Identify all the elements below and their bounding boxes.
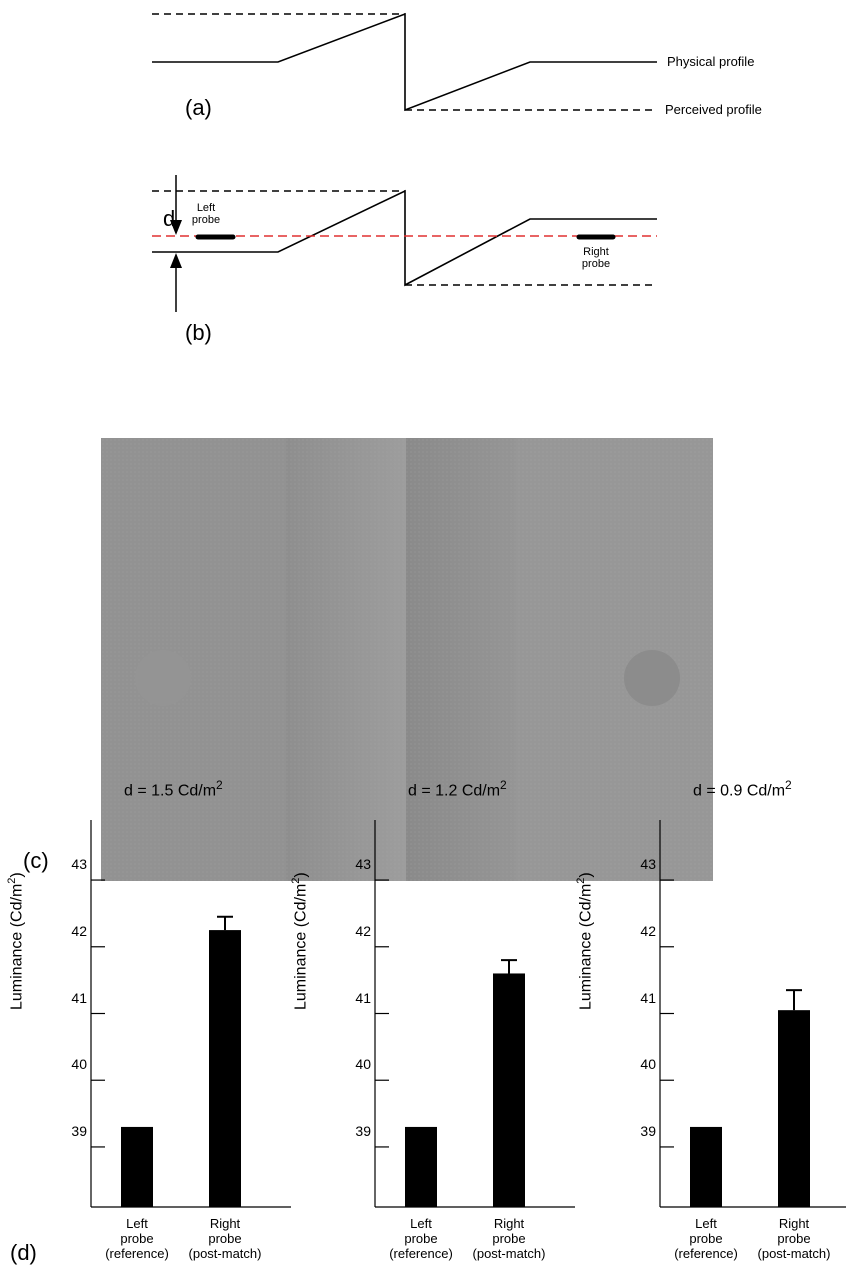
bar — [778, 1010, 810, 1207]
y-tick-label: 43 — [71, 856, 87, 873]
chart-title: d = 1.5 Cd/m2 — [124, 778, 223, 800]
y-tick-label: 42 — [640, 922, 656, 939]
chart-ylabel: Luminance (Cd/m2) — [6, 872, 26, 1010]
left-probe-label-line2: probe — [191, 214, 221, 226]
chart-ylabel-text: Luminance (Cd/m — [8, 883, 26, 1010]
chart-title: d = 1.2 Cd/m2 — [408, 778, 507, 800]
y-tick-label: 39 — [355, 1122, 371, 1139]
y-tick-label: 40 — [355, 1056, 371, 1073]
legend-perceived: Perceived profile — [665, 102, 762, 117]
physical-profile-line — [152, 12, 657, 112]
category-label-line: Left — [126, 1216, 148, 1231]
y-tick-label: 40 — [71, 1056, 87, 1073]
y-tick-label: 41 — [355, 989, 371, 1006]
category-label-line: (reference) — [674, 1246, 738, 1261]
category-label: Right probe (post-match) — [180, 1216, 270, 1261]
d-arrowhead-up — [170, 253, 182, 268]
y-tick-label: 42 — [71, 922, 87, 939]
category-label-line: (post-match) — [757, 1246, 831, 1261]
chart-ylabel-text: Luminance (Cd/m — [577, 883, 595, 1010]
category-label-line: probe — [689, 1231, 723, 1246]
d-arrowhead-down — [170, 220, 182, 235]
category-label-line: (post-match) — [472, 1246, 546, 1261]
y-tick-label: 41 — [640, 989, 656, 1006]
category-label-line: (reference) — [105, 1246, 169, 1261]
chart-title: d = 0.9 Cd/m2 — [693, 778, 792, 800]
right-probe-label-line2: probe — [581, 258, 611, 270]
d-label: d — [163, 206, 176, 231]
category-label-line: (reference) — [389, 1246, 453, 1261]
chart-title-text: d = 1.5 Cd/m — [124, 782, 217, 800]
category-label: Left probe (reference) — [92, 1216, 182, 1261]
bar — [690, 1126, 722, 1207]
category-label-line: probe — [777, 1231, 811, 1246]
category-label-line: probe — [492, 1231, 526, 1246]
bar — [493, 973, 525, 1207]
category-label: Left probe (reference) — [376, 1216, 466, 1261]
category-label-line: Right — [493, 1216, 525, 1231]
profile-diagram-b — [152, 175, 657, 312]
stimulus-svg — [101, 438, 713, 881]
y-tick-label: 43 — [640, 856, 656, 873]
chart-ylabel-end: ) — [8, 872, 26, 878]
category-label-line: probe — [208, 1231, 242, 1246]
category-label-line: probe — [404, 1231, 438, 1246]
category-label-line: Left — [410, 1216, 432, 1231]
y-tick-label: 43 — [355, 856, 371, 873]
y-tick-label: 42 — [355, 922, 371, 939]
y-tick-label: 39 — [640, 1122, 656, 1139]
chart-ylabel-text: Luminance (Cd/m — [292, 883, 310, 1010]
bar — [121, 1126, 153, 1207]
category-label-line: Right — [209, 1216, 241, 1231]
panel-label-b: (b) — [185, 320, 212, 345]
chart-ylabel-end: ) — [577, 872, 595, 878]
physical-profile-line — [152, 189, 657, 287]
profile-diagram-a — [152, 12, 657, 112]
category-label-line: Right — [778, 1216, 810, 1231]
chart-title-text: d = 0.9 Cd/m — [693, 782, 786, 800]
chart-title-sup: 2 — [785, 778, 792, 792]
panel-label-c: (c) — [23, 848, 49, 873]
right-probe-label-line1: Right — [583, 246, 609, 258]
category-label: Right probe (post-match) — [464, 1216, 554, 1261]
chart-ylabel-sup: 2 — [575, 877, 587, 884]
stimulus-image — [101, 438, 713, 881]
left-probe-disk — [135, 650, 191, 706]
y-tick-label: 41 — [71, 989, 87, 1006]
chart-ylabel-sup: 2 — [290, 877, 302, 884]
panel-label-d: (d) — [10, 1240, 37, 1265]
bar — [405, 1126, 437, 1207]
chart-title-sup: 2 — [216, 778, 223, 792]
category-label: Right probe (post-match) — [749, 1216, 839, 1261]
left-probe-label-line1: Left — [196, 202, 216, 214]
chart-ylabel-sup: 2 — [6, 877, 18, 884]
y-tick-label: 40 — [640, 1056, 656, 1073]
chart-ylabel: Luminance (Cd/m2) — [290, 872, 310, 1010]
category-label: Left probe (reference) — [661, 1216, 751, 1261]
bar — [209, 930, 241, 1207]
y-tick-label: 39 — [71, 1122, 87, 1139]
chart-title-sup: 2 — [500, 778, 507, 792]
left-probe-label: Left probe — [191, 202, 221, 226]
chart-title-text: d = 1.2 Cd/m — [408, 782, 501, 800]
category-label-line: probe — [120, 1231, 154, 1246]
panel-label-a: (a) — [185, 95, 212, 120]
category-label-line: Left — [695, 1216, 717, 1231]
chart-ylabel-end: ) — [292, 872, 310, 878]
legend-physical: Physical profile — [667, 54, 755, 69]
category-label-line: (post-match) — [188, 1246, 262, 1261]
chart-ylabel: Luminance (Cd/m2) — [575, 872, 595, 1010]
right-probe-disk — [624, 650, 680, 706]
right-probe-label: Right probe — [579, 246, 613, 270]
